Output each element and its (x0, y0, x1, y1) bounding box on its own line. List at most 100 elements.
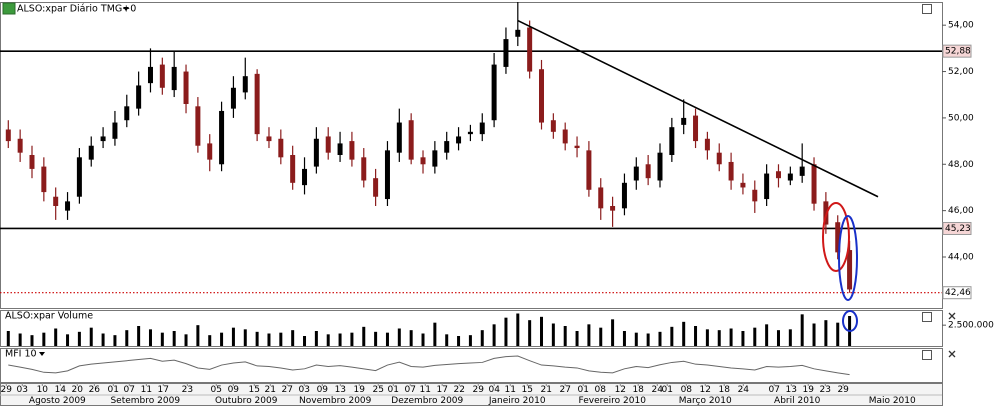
mfi-menu-arrow[interactable] (39, 352, 45, 356)
x-tick-label: 15 (522, 385, 533, 395)
volume-bar (776, 330, 780, 346)
x-tick-label: 05 (211, 385, 222, 395)
candle-body (787, 173, 793, 181)
volume-bar (54, 328, 58, 346)
x-tick-label: 13 (786, 385, 797, 395)
maximize-button[interactable] (922, 4, 932, 14)
candle-body (432, 150, 438, 167)
volume-bar (575, 331, 579, 346)
candle-body (29, 155, 35, 169)
candle-body (124, 106, 130, 121)
candle-body (669, 127, 675, 155)
volume-bar (113, 335, 117, 346)
maximize-button[interactable] (922, 312, 932, 322)
x-tick-label: 11 (141, 385, 152, 395)
x-tick-label: 11 (504, 385, 515, 395)
volume-bar (741, 331, 745, 346)
volume-bar (409, 330, 413, 346)
volume-bar (148, 329, 152, 346)
x-tick-label: 10 (37, 385, 49, 395)
volume-bar (611, 319, 615, 346)
volume-bar (314, 331, 318, 346)
volume-bar (42, 332, 46, 346)
x-tick-label: 13 (335, 385, 346, 395)
candle-body (384, 150, 390, 200)
volume-bar (184, 334, 188, 346)
x-tick-label: 17 (158, 385, 169, 395)
candle-body (278, 138, 284, 158)
volume-bar (480, 330, 484, 346)
x-tick-label: 29 (837, 385, 849, 395)
volume-bar (658, 331, 662, 346)
mfi-line (8, 355, 850, 376)
volume-bar (89, 327, 93, 346)
y-tick-label: 46,00 (948, 206, 974, 216)
month-label: Janeiro 2010 (488, 396, 546, 406)
x-tick-label: 14 (55, 385, 67, 395)
x-tick-label: 17 (436, 385, 447, 395)
volume-bar (231, 327, 235, 346)
month-label: Setembro 2009 (110, 396, 180, 406)
x-tick-label: 01 (661, 385, 672, 395)
candle-body (242, 76, 248, 93)
volume-bar (350, 332, 354, 346)
candle-body (17, 138, 23, 153)
y-tick-label: 48,00 (948, 160, 974, 170)
volume-bar (705, 329, 709, 346)
volume-bar (670, 326, 674, 346)
x-tick-label: 27 (281, 385, 292, 395)
volume-bar (6, 331, 10, 346)
volume-bar (634, 332, 638, 346)
candle-body (586, 150, 592, 190)
candle-body (681, 117, 687, 125)
candle-body (207, 143, 213, 160)
volume-bar (836, 322, 840, 346)
level-label-box (942, 286, 972, 300)
chart-icon[interactable] (2, 2, 16, 15)
candle-body (171, 66, 177, 91)
candle-body (764, 173, 770, 200)
volume-bar (457, 336, 461, 346)
level-label: 45,23 (945, 224, 971, 234)
close-button[interactable] (948, 312, 956, 320)
volume-bar (516, 313, 520, 346)
candle-body (527, 27, 533, 72)
volume-bar (196, 325, 200, 346)
x-tick-label: 19 (354, 385, 366, 395)
candle-body (503, 39, 509, 67)
candle-body (290, 155, 296, 183)
highlight-ellipse (822, 202, 850, 272)
close-button[interactable] (948, 350, 956, 358)
volume-bar (220, 332, 224, 346)
candle-body (811, 164, 817, 204)
x-tick-label: 23 (182, 385, 193, 395)
volume-bar (587, 324, 591, 346)
volume-bar (208, 335, 212, 346)
month-label: Maio 2010 (869, 396, 916, 406)
candle-body (515, 29, 521, 37)
x-tick-label: 01 (108, 385, 119, 395)
volume-bar (468, 335, 472, 346)
volume-bar (303, 336, 307, 346)
volume-bar (492, 324, 496, 346)
x-tick-label: 29 (1, 385, 13, 395)
price-panel (0, 2, 943, 309)
x-tick-label: 21 (541, 385, 552, 395)
candle-body (847, 250, 853, 290)
candle-body (183, 71, 189, 104)
volume-bar (137, 326, 141, 346)
x-tick-label: 21 (265, 385, 276, 395)
candle-body (456, 136, 462, 144)
candle-body (147, 66, 153, 84)
title-menu-arrow[interactable] (123, 7, 129, 11)
x-tick-label: 11 (420, 385, 431, 395)
candle-body (325, 136, 331, 153)
candle-body (657, 152, 663, 181)
x-tick-label: 18 (718, 385, 730, 395)
volume-bar (682, 321, 686, 346)
maximize-button[interactable] (922, 350, 932, 360)
candle-body (349, 141, 355, 160)
candle-body (219, 110, 225, 165)
candle-body (775, 171, 781, 179)
